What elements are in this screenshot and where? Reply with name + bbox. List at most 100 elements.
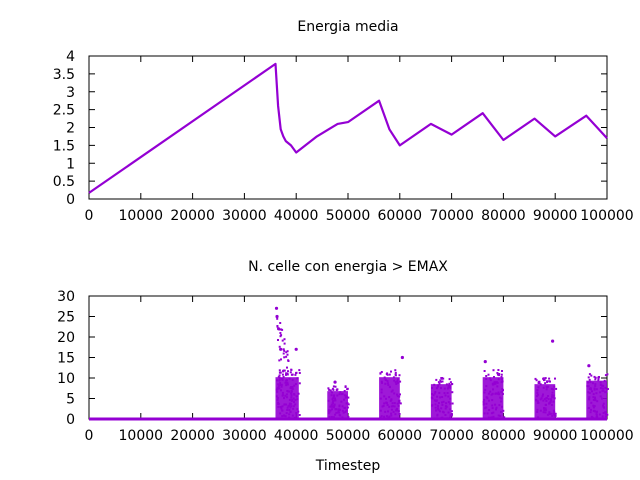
scatter-point [280,328,283,331]
x-tick-label: 100000 [580,208,633,224]
scatter-point [399,402,402,405]
scatter-point [552,400,555,403]
scatter-point [538,382,541,384]
x-tick-label: 40000 [274,428,319,444]
scatter-point [278,371,281,374]
scatter-point [436,414,439,417]
scatter-point [482,400,485,403]
scatter-point [332,406,335,409]
scatter-point [280,407,283,410]
burst-core [534,384,556,419]
scatter-point [388,405,391,408]
y-tick-label: 15 [57,351,75,367]
scatter-point [329,417,331,420]
scatter-point [295,371,298,374]
scatter-point [434,391,437,393]
scatter-point [497,417,500,420]
scatter-point [440,387,442,390]
scatter-point [379,397,382,400]
scatter-point [282,352,285,355]
scatter-point [281,409,284,412]
x-tick-label: 90000 [533,428,578,444]
peak-point [400,355,404,360]
scatter-point [383,395,386,398]
scatter-point [592,393,595,396]
scatter-point [503,416,506,419]
scatter-point [293,401,295,403]
scatter-point [591,382,594,385]
scatter-point [435,387,438,390]
scatter-point [285,373,287,376]
scatter-point [494,403,497,406]
scatter-point [487,392,490,395]
scatter-point [290,389,293,392]
scatter-point [445,383,448,386]
scatter-point [432,394,435,397]
scatter-point [329,389,332,392]
panel-energia-media: Energia media 0 10000 20000 30000 40000 50000 6… [53,19,634,224]
scatter-point [341,416,344,419]
scatter-point [436,417,439,420]
scatter-point [344,396,347,399]
scatter-point [380,371,383,373]
scatter-point [332,395,335,398]
scatter-point [602,402,605,405]
scatter-point [386,380,389,383]
scatter-point [435,378,438,381]
scatter-point [284,394,287,397]
scatter-point [329,409,332,412]
scatter-point [594,378,597,381]
scatter-point [490,412,493,415]
scatter-point [380,391,383,394]
scatter-point [444,405,447,408]
scatter-point [587,376,590,379]
scatter-point [332,416,335,419]
scatter-points [89,306,609,421]
scatter-point [394,371,397,374]
scatter-point [604,391,607,394]
scatter-point [332,402,334,405]
x-tick-label: 100000 [580,428,633,444]
scatter-point [334,413,337,416]
scatter-point [596,400,599,403]
scatter-point [440,377,443,379]
scatter-point [490,393,493,396]
scatter-point [431,387,433,389]
scatter-point [283,369,285,372]
scatter-point [554,412,557,415]
scatter-point [597,379,600,382]
scatter-point [489,377,491,380]
scatter-point [501,388,504,390]
scatter-point [283,338,286,341]
scatter-point [501,405,503,408]
scatter-point [545,397,548,400]
scatter-point [390,412,393,415]
scatter-point [328,416,331,418]
scatter-point [586,385,589,388]
scatter-point [387,410,389,413]
burst [327,385,350,420]
scatter-point [483,412,486,415]
x-tick-label: 50000 [326,208,371,224]
scatter-point [601,397,603,400]
scatter-point [337,410,340,413]
scatter-point [449,416,452,419]
scatter-point [396,402,399,405]
scatter-point [554,377,556,380]
scatter-point [485,377,488,380]
scatter-point [285,384,288,387]
scatter-point [435,400,438,403]
scatter-point [288,413,291,416]
scatter-point [594,396,596,399]
scatter-point [437,385,439,388]
scatter-point [280,389,282,392]
burst [534,377,558,419]
scatter-point [292,407,295,410]
scatter-point [549,400,552,403]
scatter-point [549,380,551,383]
scatter-point [380,380,383,383]
scatter-point [500,376,503,378]
scatter-point [592,404,595,407]
scatter-point [446,392,449,394]
y-tick-label: 1.5 [53,138,75,154]
